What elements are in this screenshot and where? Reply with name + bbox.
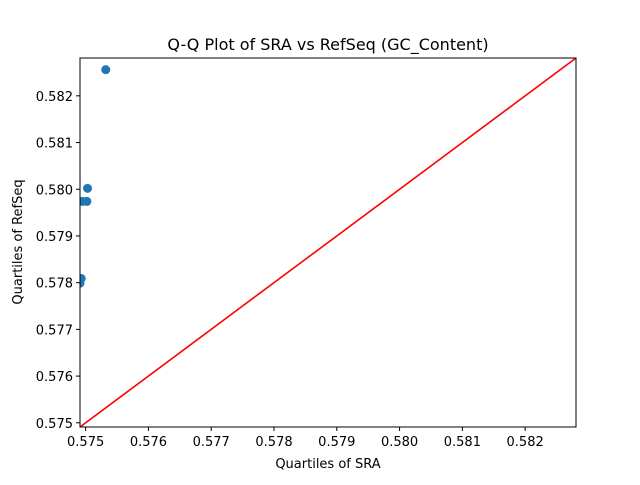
x-tick-label: 0.577 [193,435,230,450]
data-point-4 [83,183,93,193]
plot-content [80,58,576,427]
y-tick-label: 0.581 [36,137,73,152]
y-tick-label: 0.580 [36,183,73,198]
y-tick-label: 0.579 [36,230,73,245]
y-tick-label: 0.577 [36,323,73,338]
data-point-3 [82,196,92,206]
y-tick-label: 0.576 [36,370,73,385]
data-point-5 [101,65,111,75]
x-tick-label: 0.581 [444,435,481,450]
y-axis-label: Quartiles of RefSeq [11,179,26,304]
chart-title: Q-Q Plot of SRA vs RefSeq (GC_Content) [167,35,488,55]
x-tick-label: 0.578 [255,435,292,450]
x-tick-label: 0.575 [67,435,104,450]
y-tick-label: 0.575 [36,417,73,432]
x-axis-ticks: 0.575 0.576 0.577 0.578 0.579 0.580 0.581 0.582 [67,427,544,450]
x-tick-label: 0.576 [130,435,167,450]
reference-line [80,58,576,427]
y-tick-label: 0.582 [36,90,73,105]
axes-frame [79,57,577,428]
x-tick-label: 0.580 [381,435,418,450]
axes-border [79,57,577,428]
data-point-1 [80,273,86,283]
x-axis-label: Quartiles of SRA [275,457,380,472]
y-tick-label: 0.578 [36,277,73,292]
x-tick-label: 0.582 [507,435,544,450]
x-tick-label: 0.579 [318,435,355,450]
y-axis-ticks: 0.575 0.576 0.577 0.578 0.579 0.580 0.581 0.582 [36,90,80,432]
